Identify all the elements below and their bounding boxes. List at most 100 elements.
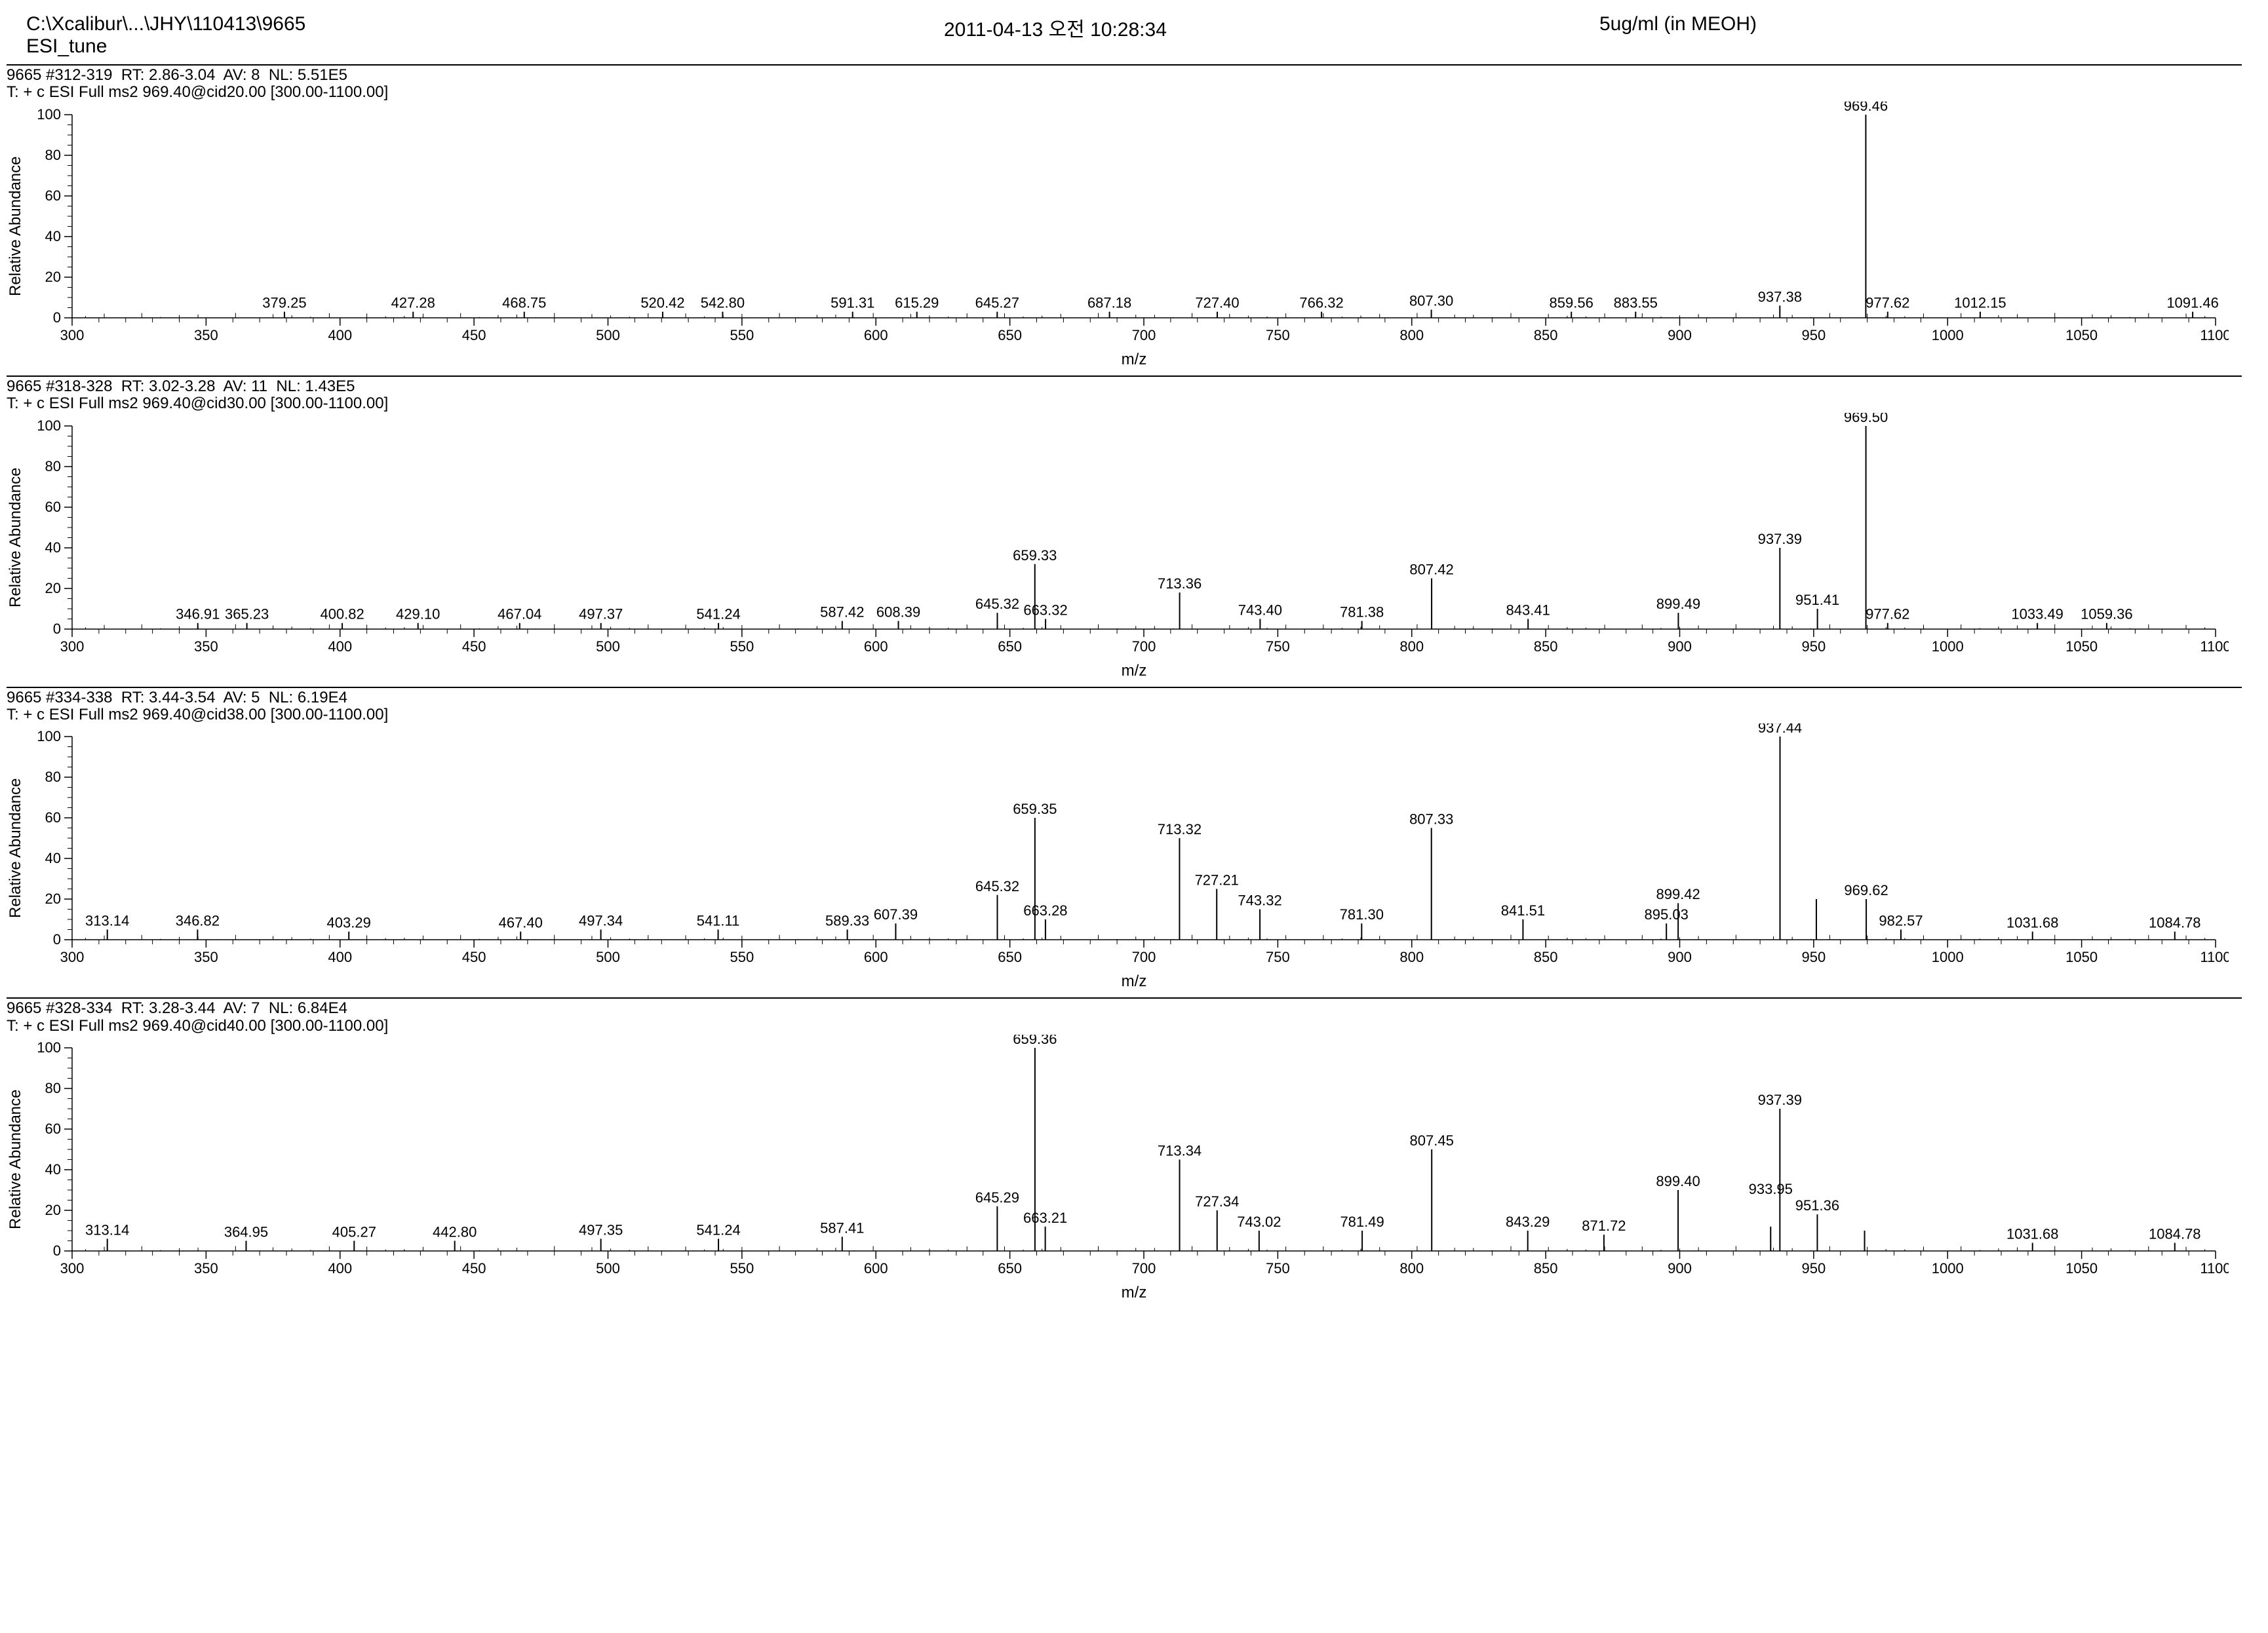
- peak-label: 403.29: [327, 915, 371, 931]
- x-tick-label: 350: [194, 949, 218, 965]
- tune-name: ESI_tune: [26, 35, 944, 58]
- peak-label: 427.28: [391, 294, 435, 311]
- peak-label: 807.42: [1409, 561, 1453, 577]
- peak-label: 781.49: [1340, 1214, 1384, 1230]
- peak-label: 969.50: [1844, 413, 1888, 425]
- y-tick-label: 20: [45, 580, 61, 596]
- peak-label: 542.80: [701, 294, 745, 311]
- x-tick-label: 750: [1266, 1260, 1290, 1277]
- peak-label: 379.25: [262, 294, 306, 311]
- x-tick-label: 1050: [2065, 949, 2098, 965]
- peak-label: 663.32: [1023, 602, 1067, 618]
- peak-label: 608.39: [876, 604, 920, 620]
- x-tick-label: 400: [328, 638, 352, 655]
- y-tick-label: 100: [37, 728, 61, 744]
- x-tick-label: 900: [1668, 949, 1692, 965]
- peak-label: 843.29: [1506, 1214, 1550, 1230]
- x-tick-label: 500: [596, 949, 620, 965]
- peak-label: 937.38: [1758, 288, 1802, 305]
- peak-label: 969.62: [1844, 882, 1888, 898]
- x-tick-label: 1050: [2065, 638, 2098, 655]
- peak-label: 520.42: [640, 294, 684, 311]
- peak-label: 766.32: [1299, 294, 1343, 311]
- x-tick-label: 850: [1534, 949, 1558, 965]
- peak-label: 1059.36: [2081, 605, 2133, 622]
- x-tick-label: 500: [596, 1260, 620, 1277]
- y-tick-label: 100: [37, 1039, 61, 1056]
- x-tick-label: 400: [328, 327, 352, 343]
- x-tick-label: 800: [1399, 638, 1424, 655]
- peak-label: 807.33: [1409, 811, 1453, 828]
- x-tick-label: 550: [730, 638, 754, 655]
- x-tick-label: 850: [1534, 1260, 1558, 1277]
- peak-label: 713.32: [1158, 821, 1202, 837]
- peak-label: 727.34: [1195, 1193, 1239, 1210]
- x-tick-label: 1100: [2200, 949, 2229, 965]
- peak-label: 467.04: [498, 605, 541, 622]
- x-tick-label: 300: [60, 638, 85, 655]
- y-tick-label: 0: [53, 309, 61, 326]
- x-axis-label: m/z: [26, 972, 2242, 991]
- peak-label: 1091.46: [2166, 294, 2219, 311]
- x-tick-label: 700: [1132, 949, 1156, 965]
- x-tick-label: 600: [864, 638, 888, 655]
- x-tick-label: 750: [1266, 638, 1290, 655]
- peak-label: 541.11: [697, 913, 740, 929]
- peak-label: 859.56: [1550, 294, 1593, 311]
- peak-label: 591.31: [831, 294, 874, 311]
- x-tick-label: 600: [864, 327, 888, 343]
- y-tick-label: 60: [45, 809, 61, 826]
- x-tick-label: 1000: [1932, 327, 1964, 343]
- peak-label: 645.32: [975, 596, 1019, 612]
- chart-block-1: 9665 #318-328 RT: 3.02-3.28 AV: 11 NL: 1…: [7, 375, 2242, 680]
- peak-label: 663.21: [1023, 1210, 1067, 1226]
- peak-label: 899.40: [1656, 1173, 1700, 1189]
- x-tick-label: 400: [328, 1260, 352, 1277]
- x-tick-label: 550: [730, 327, 754, 343]
- x-tick-label: 1000: [1932, 949, 1964, 965]
- x-tick-label: 1000: [1932, 1260, 1964, 1277]
- y-tick-label: 40: [45, 539, 61, 556]
- peak-label: 541.24: [696, 605, 740, 622]
- x-tick-label: 950: [1802, 1260, 1826, 1277]
- peak-label: 807.45: [1410, 1132, 1454, 1149]
- peak-label: 346.82: [176, 913, 220, 929]
- peak-label: 687.18: [1087, 294, 1131, 311]
- peak-label: 645.27: [975, 294, 1019, 311]
- x-tick-label: 350: [194, 327, 218, 343]
- peak-label: 663.28: [1023, 902, 1067, 919]
- peak-label: 727.40: [1195, 294, 1239, 311]
- y-tick-label: 40: [45, 228, 61, 244]
- peak-label: 1033.49: [2011, 605, 2063, 622]
- peak-label: 497.37: [579, 605, 623, 622]
- peak-label: 937.44: [1758, 723, 1802, 736]
- peak-label: 713.34: [1158, 1143, 1202, 1159]
- charts-container: 9665 #312-319 RT: 2.86-3.04 AV: 8 NL: 5.…: [7, 64, 2242, 1302]
- y-tick-label: 80: [45, 147, 61, 163]
- peak-label: 467.40: [499, 915, 543, 931]
- peak-label: 587.42: [820, 604, 864, 620]
- peak-label: 365.23: [225, 605, 269, 622]
- y-tick-label: 0: [53, 1242, 61, 1259]
- peak-label: 400.82: [320, 605, 364, 622]
- x-tick-label: 450: [462, 949, 486, 965]
- y-axis-label: Relative Abundance: [7, 723, 26, 972]
- x-tick-label: 1050: [2065, 327, 2098, 343]
- chart-block-0: 9665 #312-319 RT: 2.86-3.04 AV: 8 NL: 5.…: [7, 64, 2242, 369]
- peak-label: 497.35: [579, 1222, 623, 1239]
- peak-label: 883.55: [1614, 294, 1658, 311]
- peak-label: 364.95: [224, 1224, 268, 1240]
- x-tick-label: 1100: [2200, 1260, 2229, 1277]
- x-tick-label: 950: [1802, 949, 1826, 965]
- x-tick-label: 1100: [2200, 638, 2229, 655]
- y-tick-label: 20: [45, 1202, 61, 1218]
- x-tick-label: 750: [1266, 327, 1290, 343]
- peak-label: 807.30: [1409, 292, 1453, 309]
- x-tick-label: 950: [1802, 638, 1826, 655]
- x-tick-label: 400: [328, 949, 352, 965]
- peak-label: 933.95: [1749, 1181, 1793, 1197]
- x-tick-label: 1100: [2200, 327, 2229, 343]
- peak-label: 743.40: [1238, 602, 1282, 618]
- peak-label: 743.02: [1237, 1214, 1281, 1230]
- peak-label: 937.39: [1758, 531, 1802, 547]
